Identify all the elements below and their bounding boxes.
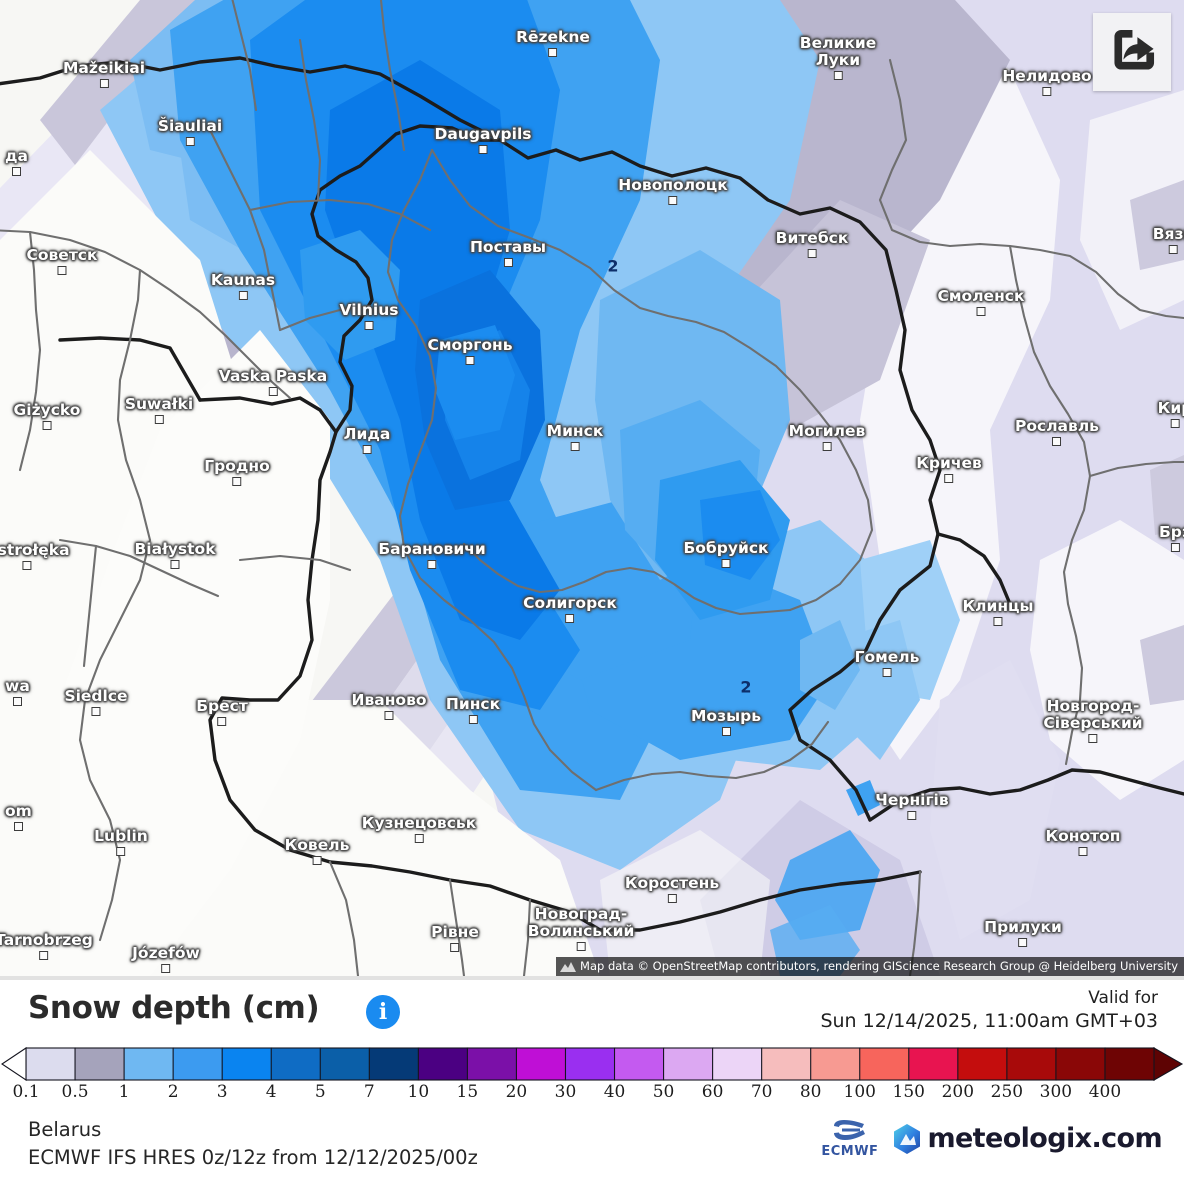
- footer-text: Belarus ECMWF IFS HRES 0z/12z from 12/12…: [28, 1116, 478, 1173]
- weather-map[interactable]: Mažeikiai Šiauliai Rēzekne Daugavpils Новопо…: [0, 0, 1184, 976]
- snow-depth-raster: [0, 0, 1184, 976]
- color-scale-tick: 70: [750, 1082, 773, 1102]
- color-scale-tick: 10: [407, 1082, 430, 1102]
- color-scale-tick: 250: [990, 1082, 1024, 1102]
- color-swatch: [417, 1047, 469, 1081]
- legend-divider: [0, 976, 1184, 980]
- color-swatch: [466, 1047, 518, 1081]
- valid-for-block: Valid for Sun 12/14/2025, 11:00am GMT+03: [820, 988, 1158, 1034]
- meteologix-label: meteologix.com: [927, 1123, 1162, 1154]
- color-swatch: [663, 1047, 714, 1081]
- color-scale-tick: 0.5: [61, 1082, 89, 1102]
- color-swatch: [1055, 1047, 1106, 1081]
- attribution-text: Map data © OpenStreetMap contributors, r…: [580, 959, 1178, 973]
- color-scale-ticks: 0.1 0.5 1 2 3 4 5 7 10 15 20 30 40 50 60 70 80 100 150 200 2…: [0, 1082, 1184, 1106]
- color-scale-swatches: [1, 1046, 1184, 1082]
- color-scale-tick: 3: [216, 1082, 228, 1102]
- color-swatch: [761, 1047, 812, 1081]
- color-swatch: [25, 1047, 76, 1081]
- color-scale-tick: 30: [554, 1082, 577, 1102]
- country-borders: [0, 0, 1184, 976]
- color-scale[interactable]: 0.1 0.5 1 2 3 4 5 7 10 15 20 30 40 50 60 70 80 100 150 200 2…: [0, 1042, 1184, 1104]
- color-scale-tick: 80: [799, 1082, 822, 1102]
- color-scale-left-cap: [1, 1046, 27, 1082]
- color-swatch: [908, 1047, 959, 1081]
- valid-for-label: Valid for: [1088, 988, 1158, 1008]
- color-swatch: [1104, 1047, 1155, 1081]
- color-swatch: [564, 1047, 616, 1081]
- color-scale-tick: 100: [843, 1082, 876, 1102]
- color-scale-right-cap: [1153, 1047, 1184, 1081]
- color-scale-tick: 0.1: [12, 1082, 40, 1102]
- meteologix-mark-icon: [894, 1123, 921, 1154]
- color-scale-tick: 15: [456, 1082, 479, 1102]
- color-swatch: [319, 1047, 371, 1081]
- model-label: ECMWF IFS HRES 0z/12z from 12/12/2025/00…: [28, 1146, 478, 1170]
- color-scale-tick: 50: [652, 1082, 675, 1102]
- ecmwf-label: ECMWF: [821, 1144, 879, 1159]
- meteologix-logo[interactable]: meteologix.com: [892, 1123, 1163, 1155]
- color-scale-tick: 7: [363, 1082, 375, 1102]
- color-scale-tick: 60: [701, 1082, 724, 1102]
- ecmwf-mark-icon: [833, 1120, 865, 1140]
- color-swatch: [172, 1047, 224, 1081]
- info-glyph: i: [378, 999, 388, 1025]
- color-swatch: [1006, 1047, 1057, 1081]
- color-scale-tick: 150: [892, 1082, 925, 1102]
- color-swatch: [613, 1047, 665, 1081]
- color-swatch: [859, 1047, 910, 1081]
- color-swatch: [221, 1047, 273, 1081]
- color-scale-tick: 40: [603, 1082, 626, 1102]
- color-scale-tick: 5: [314, 1082, 326, 1102]
- region-label: Belarus: [28, 1118, 102, 1141]
- color-scale-tick: 2: [167, 1082, 179, 1102]
- color-swatch: [712, 1047, 763, 1081]
- legend-title: Snow depth (cm): [28, 990, 320, 1026]
- color-scale-tick: 1: [118, 1082, 130, 1102]
- ecmwf-logo[interactable]: ECMWF: [821, 1118, 878, 1159]
- color-scale-tick: 4: [265, 1082, 277, 1102]
- color-swatch: [123, 1047, 175, 1081]
- share-icon: [1114, 29, 1155, 70]
- legend-panel: Snow depth (cm) i Valid for Sun 12/14/20…: [0, 976, 1184, 1193]
- color-scale-tick: 400: [1088, 1082, 1122, 1102]
- color-scale-tick: 200: [941, 1082, 975, 1102]
- mountain-icon: [560, 962, 577, 972]
- legend-header: Snow depth (cm) i Valid for Sun 12/14/20…: [0, 988, 1184, 1040]
- color-swatch: [270, 1047, 322, 1081]
- map-attribution[interactable]: Map data © OpenStreetMap contributors, r…: [556, 957, 1184, 976]
- color-swatch: [74, 1047, 126, 1081]
- brand-logos: ECMWF meteologix.com: [821, 1118, 1163, 1159]
- color-scale-tick: 20: [505, 1082, 528, 1102]
- valid-for-value: Sun 12/14/2025, 11:00am GMT+03: [820, 1010, 1158, 1033]
- color-swatch: [368, 1047, 420, 1081]
- info-icon[interactable]: i: [366, 995, 400, 1029]
- share-button[interactable]: [1093, 13, 1171, 91]
- color-swatch: [957, 1047, 1008, 1081]
- color-swatch: [810, 1047, 861, 1081]
- color-swatch: [515, 1047, 567, 1081]
- color-scale-tick: 300: [1039, 1082, 1073, 1102]
